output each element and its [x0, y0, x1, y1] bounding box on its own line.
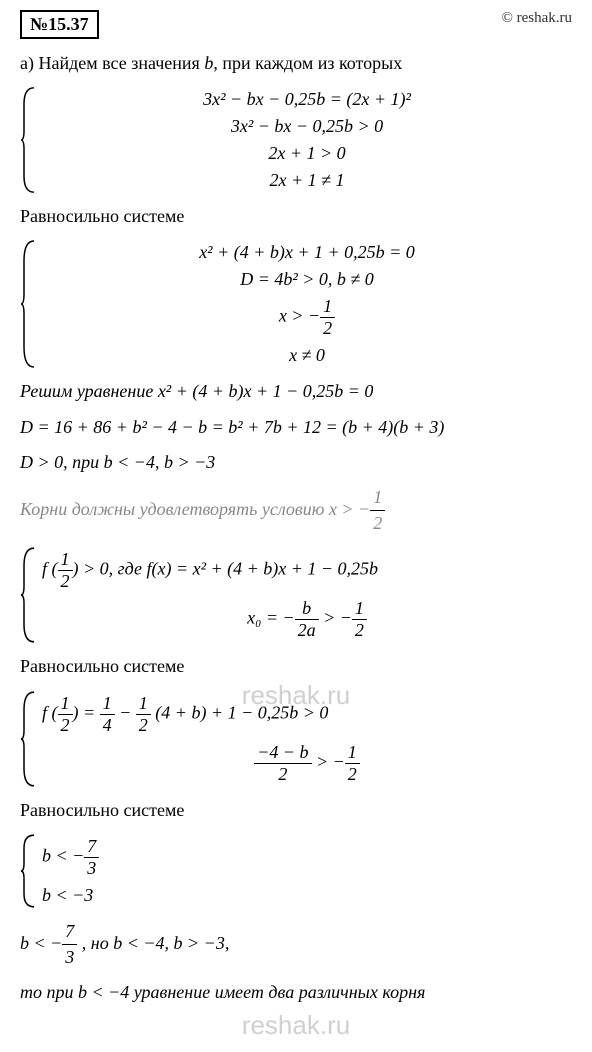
discriminant-condition: D > 0, при b < −4, b > −3: [20, 450, 572, 475]
equiv-label-1: Равносильно системе: [20, 204, 572, 229]
equiv-label-3: Равносильно системе: [20, 798, 572, 823]
problem-number: №15.37: [20, 10, 99, 39]
system-3: f (12) > 0, где f(x) = x² + (4 + b)x + 1…: [20, 546, 572, 644]
part-a-intro: а) Найдем все значения b, при каждом из …: [20, 51, 572, 76]
system-1: 3x² − bx − 0,25b = (2x + 1)² 3x² − bx − …: [20, 86, 572, 194]
watermark: reshak.ru: [242, 1010, 350, 1041]
system-5: b < −73 b < −3: [20, 833, 572, 909]
discriminant-line: D = 16 + 86 + b² − 4 − b = b² + 7b + 12 …: [20, 415, 572, 440]
final-line: b < −73 , но b < −4, b > −3,: [20, 919, 572, 970]
solve-equation: Решим уравнение x² + (4 + b)x + 1 − 0,25…: [20, 379, 572, 404]
conclusion: то при b < −4 уравнение имеет два различ…: [20, 980, 572, 1005]
roots-condition: Корни должны удовлетворять условию x > −…: [20, 485, 572, 536]
header: №15.37 © reshak.ru: [20, 10, 572, 39]
equiv-label-2: Равносильно системе: [20, 654, 572, 679]
system-2: x² + (4 + b)x + 1 + 0,25b = 0 D = 4b² > …: [20, 239, 572, 369]
system-4: f (12) = 14 − 12 (4 + b) + 1 − 0,25b > 0…: [20, 690, 572, 788]
copyright: © reshak.ru: [501, 10, 572, 27]
